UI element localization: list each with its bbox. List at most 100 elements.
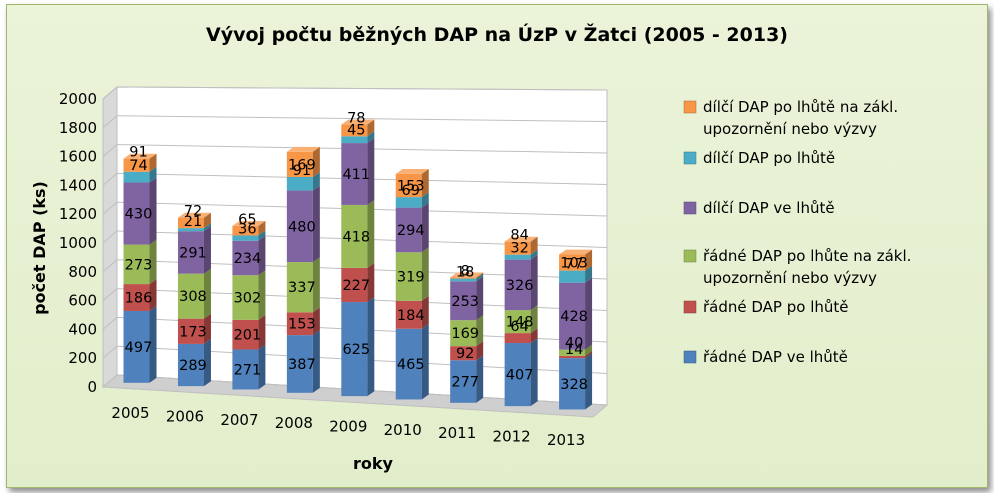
bar-side-2013-series-5	[585, 265, 593, 283]
data-label-2012-series-5: 32	[510, 241, 528, 257]
data-label-2010-series-5: 69	[402, 183, 420, 199]
bar-2009-series-5	[341, 136, 368, 144]
bar-side-2012-series-1	[530, 338, 538, 407]
gridline-side	[102, 201, 118, 215]
data-label-2011-series-6: 8	[461, 263, 470, 279]
data-label-2011-series-3: 169	[451, 326, 479, 342]
gridline-side	[102, 173, 118, 186]
bar-2009-series-1	[341, 302, 368, 397]
data-label-2013-series-1: 328	[560, 377, 588, 393]
bar-side-2007-series-2	[258, 314, 266, 350]
data-label-2009-series-1: 625	[342, 342, 370, 358]
legend-item-5: dílčí DAP po lhůtě	[683, 149, 835, 167]
data-label-2006-series-5: 21	[184, 214, 202, 230]
data-label-2009-series-2: 227	[342, 278, 370, 294]
bar-side-2008-series-4	[312, 185, 320, 263]
bar-2012-series-4	[504, 259, 531, 311]
bar-top-2013	[559, 249, 593, 255]
bar-side-2011-series-1	[476, 355, 484, 403]
chart-title: Vývoj počtu běžných DAP na ÚzP v Žatci (…	[206, 22, 788, 46]
data-label-2005-series-1: 497	[125, 340, 153, 356]
data-label-2008-series-1: 387	[288, 357, 316, 373]
legend-swatch	[683, 350, 697, 364]
bar-2013-series-6	[559, 254, 586, 271]
bar-side-2005-series-6	[149, 153, 157, 172]
y-tick-label: 2000	[59, 90, 97, 108]
data-label-2010-series-1: 465	[397, 357, 425, 373]
bar-side-2010-series-3	[421, 247, 429, 301]
bar-2006-series-4	[177, 231, 204, 274]
bar-2012-series-5	[504, 254, 531, 260]
bar-2007-series-5	[232, 235, 259, 241]
bar-2009-series-4	[341, 143, 368, 205]
data-label-2008-series-6: 169	[288, 157, 316, 173]
data-label-2008-series-5: 91	[293, 163, 311, 179]
bar-2012-series-2	[504, 333, 531, 344]
legend-swatch	[683, 201, 697, 215]
x-tick-label: 2009	[329, 418, 367, 436]
data-label-2010-series-2: 184	[397, 308, 425, 324]
data-label-2009-series-3: 418	[342, 229, 370, 245]
bar-2006-series-5	[177, 228, 204, 232]
bar-side-2010-series-4	[421, 202, 429, 253]
legend-label: řádné DAP po lhůtě	[703, 298, 849, 316]
data-label-2011-series-1: 277	[451, 375, 479, 391]
bar-side-2006-series-3	[203, 268, 211, 319]
bar-side-2005-series-5	[149, 166, 157, 183]
bar-side-2008-series-3	[312, 257, 320, 313]
bar-top-2005	[123, 153, 157, 159]
data-label-2006-series-6: 72	[184, 204, 202, 220]
y-tick-label: 400	[68, 320, 97, 338]
data-label-2009-series-5: 45	[347, 122, 365, 138]
data-label-2011-series-2: 92	[456, 346, 474, 362]
x-tick-label: 2007	[220, 411, 258, 429]
data-label-2009-series-6: 78	[347, 111, 365, 127]
bar-side-2012-series-5	[530, 249, 538, 260]
bar-top-2008	[286, 146, 320, 152]
bar-2009-series-3	[341, 204, 368, 268]
bar-2007-series-3	[232, 275, 259, 320]
data-label-2010-series-4: 294	[397, 223, 425, 239]
data-label-2005-series-2: 186	[125, 291, 153, 307]
bar-2005-series-2	[123, 284, 150, 311]
data-label-2012-series-3: 148	[506, 315, 534, 331]
bar-side-2010-series-6	[421, 168, 429, 198]
data-label-2007-series-3: 302	[234, 291, 262, 307]
gridline-side	[102, 317, 118, 330]
data-label-2005-series-5: 74	[129, 158, 147, 174]
bar-side-2011-series-3	[476, 315, 484, 347]
bar-2012-series-1	[504, 343, 531, 407]
data-label-2005-series-6: 91	[129, 145, 147, 161]
x-tick-label: 2013	[547, 431, 585, 449]
bar-2011-series-3	[450, 320, 477, 347]
bar-2010-series-6	[395, 173, 422, 198]
bar-side-2010-series-2	[421, 295, 429, 329]
bar-side-2011-series-4	[476, 276, 484, 321]
data-label-2011-series-4: 253	[451, 294, 479, 310]
bar-side-2005-series-3	[149, 239, 157, 285]
bar-side-2006-series-1	[203, 339, 211, 387]
data-label-2007-series-1: 271	[234, 362, 262, 378]
bar-2011-series-6	[450, 277, 477, 279]
y-axis-title: počet DAP (ks)	[30, 181, 49, 315]
gridline-side	[102, 345, 118, 359]
bar-side-2009-series-6	[367, 119, 375, 137]
legend-swatch	[683, 151, 697, 165]
y-tick-label: 1600	[59, 148, 97, 166]
y-tick-label: 1800	[59, 119, 97, 137]
bar-2008-series-4	[286, 190, 313, 263]
bar-side-2009-series-3	[367, 200, 375, 268]
bar-2008-series-6	[286, 151, 313, 177]
bar-2011-series-1	[450, 360, 477, 403]
data-label-2007-series-4: 234	[234, 251, 262, 267]
bar-side-2013-series-1	[585, 353, 593, 410]
bar-side-2010-series-1	[421, 323, 429, 400]
data-label-2013-series-5: 77	[565, 257, 583, 273]
bar-2011-series-5	[450, 278, 477, 282]
bar-2010-series-5	[395, 197, 422, 208]
bar-2005-series-1	[123, 310, 150, 383]
bar-side-2005-series-4	[149, 177, 157, 245]
